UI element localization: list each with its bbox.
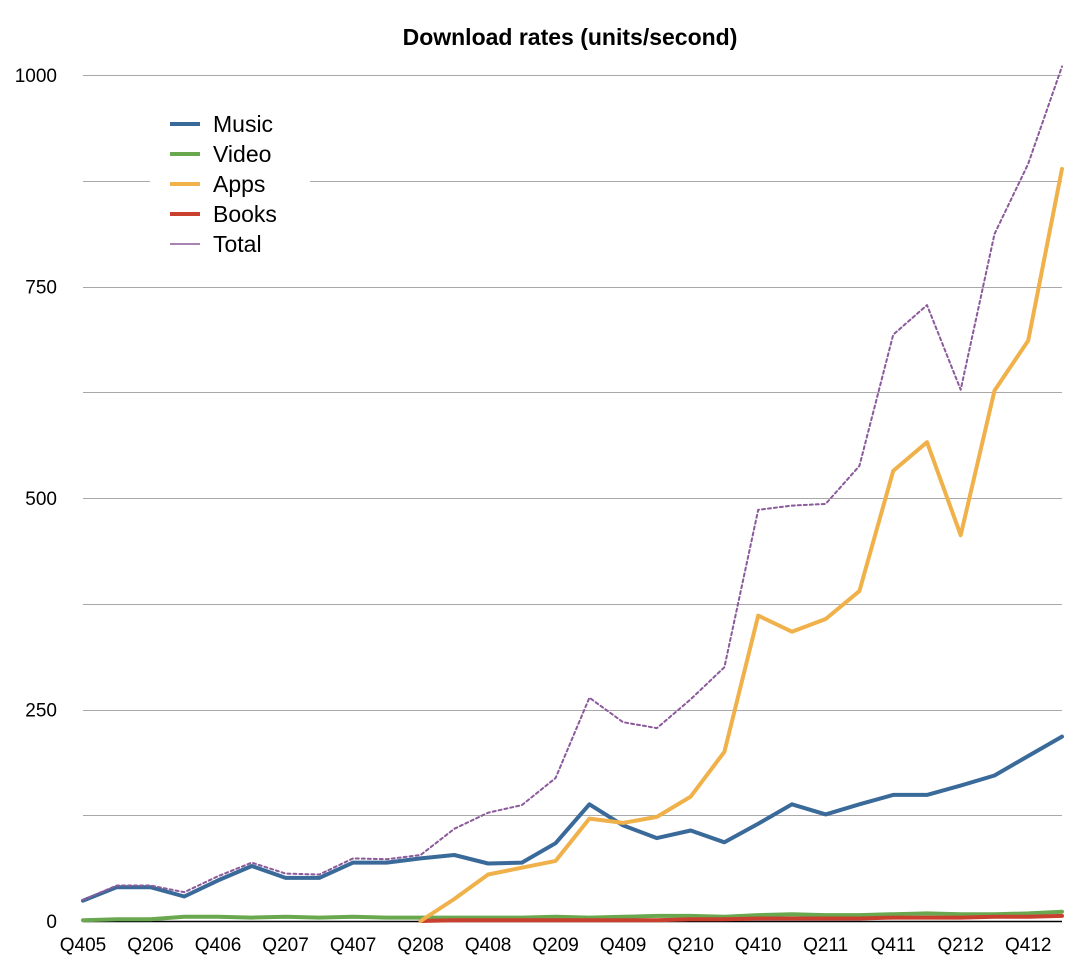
x-tick-label: Q407 [330,935,376,956]
x-tick-label: Q208 [397,935,443,956]
x-tick-label: Q206 [127,935,173,956]
series-line-music [81,734,1064,903]
legend-label-apps: Apps [213,171,265,197]
y-tick-label: 1000 [15,66,57,87]
x-tick-label: Q410 [735,935,781,956]
legend-label-total: Total [213,231,262,257]
series-line-books [418,913,1064,923]
x-tick-label: Q412 [1005,935,1051,956]
x-tick-label: Q209 [532,935,578,956]
legend-label-video: Video [213,141,271,167]
x-tick-label: Q211 [803,935,848,956]
x-tick-label: Q212 [937,935,983,956]
x-tick-label: Q408 [465,935,511,956]
series-line-total [82,65,1063,901]
y-tick-label: 750 [25,278,57,299]
series-line-apps [418,166,1064,923]
y-tick-label: 250 [25,701,57,722]
series-line-video [81,909,1064,923]
x-axis-ticks: Q405 Q206 Q406 Q207 Q407 Q208 Q408 Q209 Q409 Q210… [60,935,1052,956]
series-lines [81,65,1064,923]
x-tick-label: Q409 [600,935,646,956]
x-tick-label: Q406 [195,935,241,956]
y-tick-label: 500 [25,489,57,510]
x-tick-label: Q210 [667,935,713,956]
y-axis-ticks: 0 250 500 750 1000 [15,66,57,933]
legend-label-music: Music [213,111,273,137]
x-tick-label: Q207 [262,935,308,956]
x-tick-label: Q405 [60,935,106,956]
legend-label-books: Books [213,201,277,227]
x-tick-label: Q411 [871,935,916,956]
chart-title: Download rates (units/second) [403,24,738,50]
legend: Music Video Apps Books Total [150,105,310,260]
y-tick-label: 0 [46,912,57,933]
